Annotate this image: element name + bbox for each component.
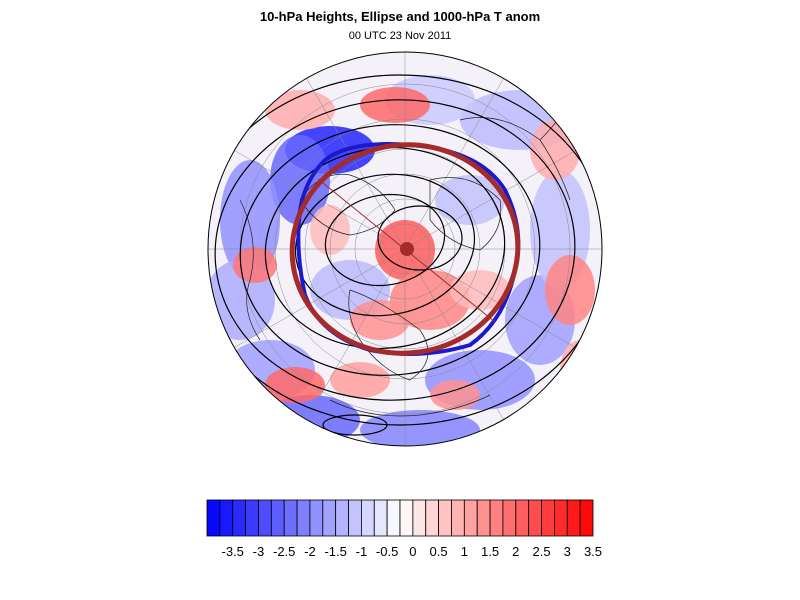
colorbar-tick-label: 1 <box>461 544 468 559</box>
anomaly-patch <box>310 205 350 255</box>
colorbar-tick-label: -0.5 <box>376 544 398 559</box>
colorbar-box <box>502 499 517 537</box>
colorbar-labels: -3.5 -3 -2.5 -2 -1.5 -1 -0.5 0 0.5 1 1.5 2 2.5 3 3.5 <box>222 544 603 559</box>
anomaly-patch <box>390 270 470 330</box>
anomaly-patch <box>435 175 505 225</box>
anomaly-patch <box>545 255 595 325</box>
coastline <box>299 173 396 236</box>
colorbar-box <box>412 499 427 537</box>
height-contour <box>294 173 476 317</box>
anomaly-patch <box>265 90 335 130</box>
colorbar-box <box>515 499 530 537</box>
anomaly-patch <box>270 135 330 225</box>
height-contour <box>208 74 602 426</box>
colorbar-box <box>386 499 401 537</box>
height-contour <box>322 414 388 436</box>
meridian <box>234 150 406 250</box>
colorbar-box <box>554 499 568 537</box>
parallel <box>354 198 456 300</box>
colorbar-tick-label: -1.5 <box>324 544 346 559</box>
colorbar-box <box>579 499 594 537</box>
colorbar-box <box>360 499 375 537</box>
map-disk <box>208 52 602 446</box>
anomaly-patch <box>360 87 430 123</box>
figure-subtitle: 00 UTC 23 Nov 2011 <box>348 30 452 42</box>
height-contour <box>214 99 576 401</box>
anomaly-patch <box>350 300 410 340</box>
fitted-ellipse <box>289 142 521 356</box>
colorbar-tick-label: 2.5 <box>532 544 550 559</box>
anomaly-patch <box>430 380 480 410</box>
colorbar-box <box>373 499 388 537</box>
colorbar-box <box>283 499 298 537</box>
meridian <box>404 248 576 348</box>
colorbar-tick-label: -3 <box>253 544 265 559</box>
coastline <box>429 177 502 251</box>
colorbar-box <box>232 499 247 537</box>
vortex-ellipse <box>289 142 521 356</box>
colorbar-box <box>438 499 452 537</box>
colorbar-box <box>489 499 504 537</box>
colorbar-tick-label: -2.5 <box>273 544 295 559</box>
colorbar-box <box>528 499 542 537</box>
parallel <box>274 118 536 380</box>
colorbar-tick-label: 0 <box>409 544 416 559</box>
colorbar-box <box>219 499 234 537</box>
colorbar-tick-label: -1 <box>356 544 368 559</box>
height-contour <box>324 193 446 287</box>
colorbar-box <box>335 499 349 537</box>
colorbar-box <box>309 499 324 537</box>
coastline <box>239 199 261 341</box>
figure-title: 10-hPa Heights, Ellipse and 1000-hPa T a… <box>259 9 541 24</box>
colorbar-box <box>322 499 337 537</box>
meridian <box>404 248 504 420</box>
height-contour <box>239 124 541 376</box>
anomaly-patch <box>233 247 277 283</box>
colorbar-box <box>451 499 465 537</box>
map-border <box>207 51 603 447</box>
coastline <box>348 289 429 381</box>
colorbar-box <box>541 499 555 537</box>
colorbar-box <box>425 499 440 537</box>
colorbar-box <box>476 499 491 537</box>
colorbar-box <box>206 499 221 537</box>
colorbar-tick-label: 0.5 <box>430 544 448 559</box>
colorbar-tick-label: 3 <box>564 544 571 559</box>
colorbar-box <box>566 499 581 537</box>
parallel <box>329 173 481 325</box>
coastline <box>329 394 491 417</box>
colorbar-box <box>296 499 311 537</box>
height-contour-center <box>377 205 463 271</box>
colorbar-box <box>258 499 272 537</box>
colorbar-tick-label: -2 <box>304 544 316 559</box>
colorbar-boxes <box>206 499 594 537</box>
colorbar-tick-label: 2 <box>512 544 519 559</box>
colorbar-tick-label: 1.5 <box>481 544 499 559</box>
colorbar-box <box>270 499 285 537</box>
meridian <box>306 248 406 420</box>
colorbar-box <box>245 499 259 537</box>
colorbar-tick-label: 3.5 <box>584 544 602 559</box>
ellipse-center <box>400 242 414 256</box>
colorbar-box <box>463 499 478 537</box>
anomaly-patch <box>450 270 510 310</box>
meridian <box>306 78 406 250</box>
colorbar-box <box>399 499 414 537</box>
colorbar-box <box>348 499 362 537</box>
colorbar-tick-label: -3.5 <box>222 544 244 559</box>
